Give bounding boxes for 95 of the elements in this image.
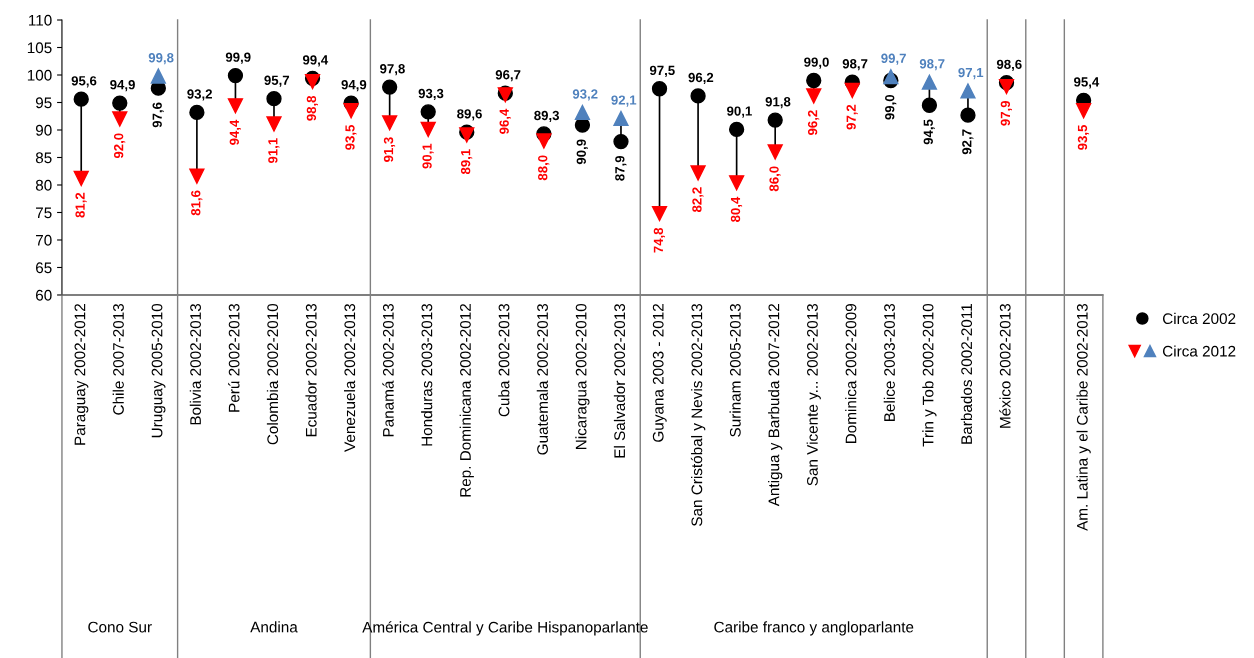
data-label: 89,3 [534,110,560,123]
data-label: 90,9 [576,139,588,165]
x-tick-label: Dominica 2002-2009 [845,304,857,444]
x-tick-label: Antigua y Barbuda 2007-2012 [768,304,783,507]
data-label: 80,4 [730,196,743,222]
x-tick-label: Chile 2007-2013 [112,303,124,415]
x-tick-label: Cuba 2002-2013 [498,303,510,417]
legend-label: Circa 2012 [1162,345,1236,357]
x-tick-label: Venezuela 2002-2013 [343,303,356,452]
data-label: 93,2 [187,89,212,101]
x-tick-label: Barbados 2002-2011 [960,304,973,444]
y-tick-label: 75 [36,207,52,219]
data-label: 87,9 [615,155,627,181]
data-label: 95,4 [1074,77,1100,89]
data-label: 99,7 [881,53,906,65]
x-tick-label: Paraguay 2002-2012 [74,304,89,445]
data-label: 97,9 [1000,100,1012,126]
data-label: 93,2 [572,89,598,101]
x-tick-label: Belice 2003-2013 [883,303,895,421]
data-label: 99,0 [885,94,897,120]
y-tick-label: 80 [35,179,52,191]
data-label: 96,2 [688,72,714,85]
data-label: 98,6 [996,59,1022,71]
y-tick-label: 95 [35,97,52,109]
data-label: 97,5 [649,65,675,77]
y-tick-label: 90 [35,124,52,136]
x-tick-label: Surinam 2005-2013 [729,303,741,437]
data-label: 89,6 [457,109,482,121]
y-tick-label: 70 [36,234,52,246]
data-label: 97,1 [958,67,984,80]
data-label: 98,8 [306,95,318,121]
x-tick-label: San Cristóbal y Nevis 2002-2013 [690,303,706,526]
data-label: 91,3 [383,137,396,162]
x-tick-label: Perú 2002-2013 [228,303,240,412]
data-label: 91,8 [765,97,791,109]
x-tick-label: Nicaragua 2002-2010 [575,303,590,449]
y-tick-label: 65 [36,262,52,274]
x-tick-label: Am. Latina y el Caribe 2002-2013 [1076,303,1091,531]
data-label: 81,2 [75,192,87,218]
data-label: 74,8 [653,227,665,253]
data-label: 93,5 [345,125,357,150]
data-label: 81,6 [191,190,203,216]
data-label: 96,4 [499,108,511,134]
data-label: 99,9 [225,52,251,64]
data-label: 91,1 [268,138,280,164]
x-tick-label: El Salvador 2002-2013 [613,303,626,458]
data-label: 97,8 [380,64,405,76]
data-label: 94,9 [110,79,135,92]
data-label: 99,0 [804,57,829,69]
data-label: 98,7 [842,59,868,71]
text: Andina [250,621,298,633]
text: América Central y Caribe Hispanoparlante [362,621,648,636]
y-tick-label: 100 [27,69,52,81]
x-tick-label: Guyana 2003 - 2012 [652,304,667,442]
data-label: 94,4 [229,119,241,145]
data-label: 99,8 [148,53,174,65]
data-label: 93,5 [1077,125,1090,150]
data-label: 95,6 [71,76,97,88]
x-tick-label: Trin y Tob 2002-2010 [922,303,937,447]
data-label: 93,3 [418,88,444,101]
x-tick-label: Colombia 2002-2010 [266,303,279,445]
data-label: 86,0 [769,166,781,192]
data-label: 94,5 [923,119,935,145]
data-label: 99,4 [302,55,329,67]
data-label: 92,0 [113,133,126,159]
x-tick-label: Guatemala 2002-2013 [536,303,548,455]
text: Cono Sur [88,621,152,633]
data-label: 97,6 [152,102,164,128]
data-label: 96,2 [807,110,820,136]
x-tick-label: México 2002-2013 [999,303,1011,428]
data-label: 97,2 [846,104,858,130]
y-tick-label: 110 [29,14,52,26]
data-label: 88,0 [538,155,550,181]
x-tick-label: Bolivia 2002-2013 [189,303,201,425]
text: Caribe franco y angloparlante [714,621,914,636]
data-label: 96,7 [495,70,521,82]
data-label: 89,1 [460,149,473,175]
x-tick-label: Uruguay 2005-2010 [151,303,166,438]
data-label: 92,7 [962,129,974,155]
x-tick-label: Panamá 2002-2013 [382,303,394,437]
y-tick-label: 60 [36,289,52,301]
data-label: 98,7 [919,59,945,71]
data-label: 94,9 [341,79,367,92]
x-tick-label: Rep. Dominicana 2002-2012 [459,304,474,497]
x-tick-label: Ecuador 2002-2013 [305,303,317,437]
y-tick-label: 85 [35,152,52,164]
legend-label: Circa 2002 [1162,312,1236,325]
data-label: 90,1 [727,106,752,118]
data-label: 82,2 [692,187,704,213]
x-tick-label: San Vicente y... 2002-2013 [806,303,821,486]
y-tick-label: 105 [27,42,52,54]
data-label: 92,1 [611,95,637,107]
data-label: 90,1 [422,143,434,169]
data-label: 95,7 [264,75,290,87]
x-tick-label: Honduras 2003-2013 [421,303,433,446]
